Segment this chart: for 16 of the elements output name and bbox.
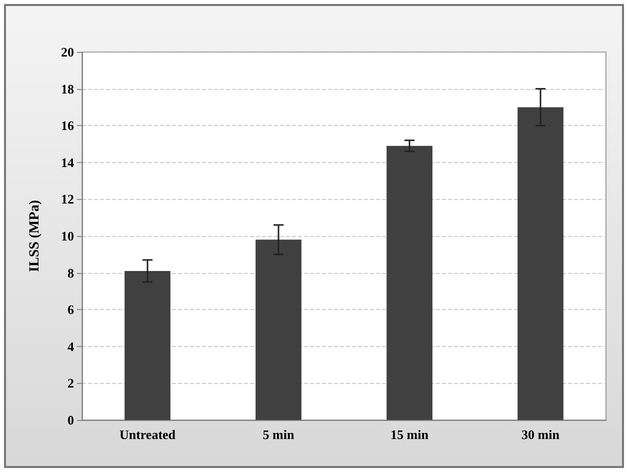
y-axis-title: ILSS (MPa) — [28, 200, 42, 272]
y-tick-label: 6 — [68, 302, 74, 318]
y-tick-label: 14 — [61, 154, 74, 170]
y-tick-label: 20 — [61, 44, 74, 60]
x-tick-label: 15 min — [390, 427, 430, 442]
y-tick-label: 16 — [61, 118, 74, 134]
x-tick-label: 30 min — [522, 427, 560, 442]
y-tick-label: 18 — [61, 81, 74, 96]
x-tick-label: 5 min — [262, 427, 295, 442]
y-tick-label: 12 — [61, 192, 74, 207]
x-tick-label: Untreated — [119, 427, 176, 442]
y-tick-label: 4 — [68, 338, 74, 354]
y-tick-label: 0 — [68, 412, 74, 428]
y-tick-label: 10 — [61, 228, 74, 244]
y-tick-label: 2 — [68, 376, 74, 391]
y-tick-label: 8 — [68, 265, 74, 280]
